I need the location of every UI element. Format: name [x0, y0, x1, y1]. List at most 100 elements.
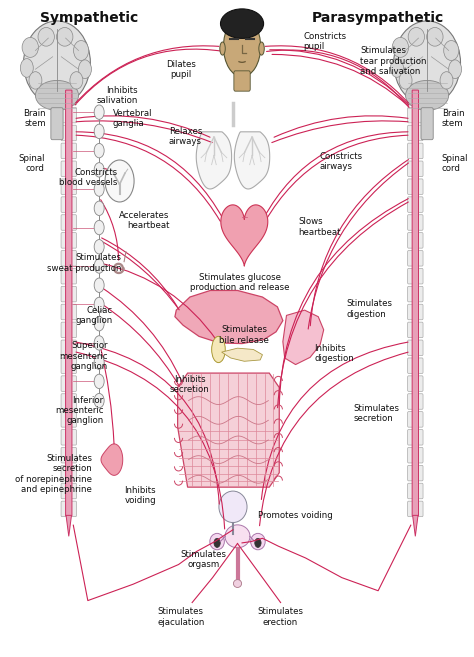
Circle shape	[94, 297, 104, 311]
Polygon shape	[283, 310, 324, 365]
Circle shape	[94, 317, 104, 331]
FancyBboxPatch shape	[61, 322, 76, 338]
Ellipse shape	[79, 60, 91, 79]
Ellipse shape	[20, 58, 33, 78]
FancyBboxPatch shape	[61, 412, 76, 427]
Text: Inhibits
digestion: Inhibits digestion	[315, 344, 355, 363]
Text: Stimulates
secretion: Stimulates secretion	[353, 404, 399, 423]
Ellipse shape	[444, 41, 459, 60]
FancyBboxPatch shape	[61, 89, 76, 105]
FancyBboxPatch shape	[61, 143, 76, 158]
FancyBboxPatch shape	[61, 430, 76, 445]
Text: Stimulates
sweat production: Stimulates sweat production	[47, 253, 122, 273]
Text: Superior
mesenteric
ganglion: Superior mesenteric ganglion	[60, 341, 108, 371]
Ellipse shape	[408, 28, 425, 46]
Circle shape	[105, 160, 134, 202]
FancyBboxPatch shape	[61, 358, 76, 373]
Text: Parasympathetic: Parasympathetic	[311, 11, 444, 24]
FancyBboxPatch shape	[408, 107, 423, 123]
FancyBboxPatch shape	[61, 161, 76, 177]
Ellipse shape	[36, 80, 79, 110]
FancyBboxPatch shape	[408, 233, 423, 248]
FancyBboxPatch shape	[61, 179, 76, 194]
Ellipse shape	[259, 42, 264, 55]
Polygon shape	[221, 205, 268, 266]
FancyBboxPatch shape	[408, 304, 423, 320]
Ellipse shape	[394, 21, 461, 105]
FancyBboxPatch shape	[408, 269, 423, 284]
FancyBboxPatch shape	[61, 233, 76, 248]
FancyBboxPatch shape	[408, 215, 423, 230]
FancyBboxPatch shape	[61, 394, 76, 409]
Text: Inferior
mesenteric
ganglion: Inferior mesenteric ganglion	[55, 396, 104, 425]
Ellipse shape	[233, 579, 242, 587]
FancyBboxPatch shape	[408, 340, 423, 355]
Circle shape	[94, 182, 104, 196]
Text: Stimulates
tear production
and salivation: Stimulates tear production and salivatio…	[360, 46, 427, 76]
FancyBboxPatch shape	[408, 125, 423, 141]
Polygon shape	[101, 444, 123, 476]
Text: Constricts
airways: Constricts airways	[319, 152, 362, 171]
Circle shape	[94, 105, 104, 120]
Text: Stimulates
digestion: Stimulates digestion	[346, 299, 392, 319]
Polygon shape	[234, 132, 270, 189]
Circle shape	[94, 163, 104, 177]
FancyBboxPatch shape	[408, 447, 423, 463]
Circle shape	[94, 394, 104, 408]
Ellipse shape	[251, 533, 265, 550]
Text: Stimulates
erection: Stimulates erection	[257, 607, 304, 627]
Circle shape	[94, 278, 104, 292]
Ellipse shape	[212, 336, 225, 363]
FancyBboxPatch shape	[61, 484, 76, 499]
FancyBboxPatch shape	[408, 322, 423, 338]
Ellipse shape	[220, 42, 225, 55]
FancyBboxPatch shape	[408, 376, 423, 392]
FancyBboxPatch shape	[421, 108, 433, 140]
FancyBboxPatch shape	[61, 107, 76, 123]
Circle shape	[94, 143, 104, 158]
Circle shape	[94, 374, 104, 388]
FancyBboxPatch shape	[61, 465, 76, 481]
Text: Inhibits
voiding: Inhibits voiding	[124, 486, 156, 505]
Text: Dilates
pupil: Dilates pupil	[166, 60, 196, 79]
Ellipse shape	[399, 72, 412, 89]
Text: Constricts
pupil: Constricts pupil	[303, 32, 346, 51]
Text: Promotes voiding: Promotes voiding	[258, 511, 333, 520]
FancyBboxPatch shape	[61, 304, 76, 320]
Text: Constricts
blood vessels: Constricts blood vessels	[59, 168, 117, 187]
FancyBboxPatch shape	[61, 269, 76, 284]
Text: Celiac
ganglion: Celiac ganglion	[75, 306, 113, 325]
Ellipse shape	[406, 80, 449, 110]
Ellipse shape	[22, 37, 38, 57]
Ellipse shape	[70, 72, 83, 89]
Ellipse shape	[24, 21, 91, 105]
Ellipse shape	[392, 37, 409, 57]
FancyBboxPatch shape	[408, 501, 423, 516]
FancyBboxPatch shape	[408, 143, 423, 158]
Ellipse shape	[220, 9, 264, 38]
Text: Brain
stem: Brain stem	[442, 109, 464, 128]
Text: Sympathetic: Sympathetic	[40, 11, 138, 24]
FancyBboxPatch shape	[61, 250, 76, 266]
Text: Stimulates
ejaculation: Stimulates ejaculation	[157, 607, 204, 627]
Polygon shape	[412, 515, 418, 536]
Text: Slows
heartbeat: Slows heartbeat	[299, 217, 341, 237]
FancyBboxPatch shape	[61, 125, 76, 141]
Text: Relaxes
airways: Relaxes airways	[169, 127, 202, 146]
FancyBboxPatch shape	[51, 108, 63, 140]
FancyBboxPatch shape	[408, 358, 423, 373]
Text: Inhibits
secretion: Inhibits secretion	[170, 374, 210, 394]
Polygon shape	[66, 515, 72, 536]
Ellipse shape	[210, 533, 224, 550]
FancyBboxPatch shape	[61, 197, 76, 212]
FancyBboxPatch shape	[408, 430, 423, 445]
Ellipse shape	[225, 525, 250, 548]
FancyBboxPatch shape	[61, 286, 76, 302]
FancyBboxPatch shape	[408, 394, 423, 409]
Text: Spinal
cord: Spinal cord	[18, 154, 45, 173]
FancyBboxPatch shape	[61, 340, 76, 355]
Ellipse shape	[38, 28, 55, 46]
Text: Accelerates
heartbeat: Accelerates heartbeat	[119, 211, 170, 230]
FancyBboxPatch shape	[408, 89, 423, 105]
Circle shape	[94, 259, 104, 273]
